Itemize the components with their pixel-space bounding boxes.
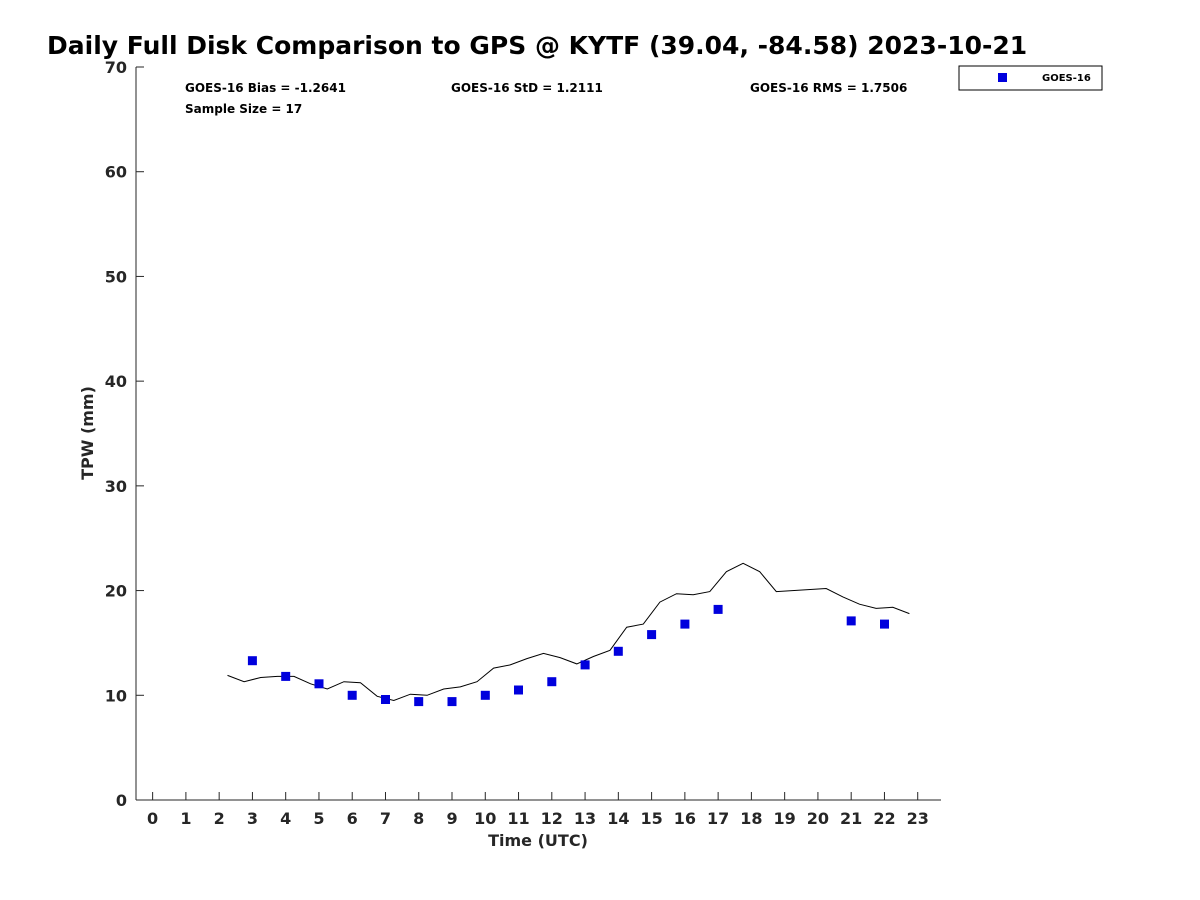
x-tick-label: 14 — [607, 809, 629, 828]
goes16-point — [281, 671, 291, 681]
x-tick-label: 17 — [707, 809, 729, 828]
x-tick-label: 19 — [774, 809, 796, 828]
goes16-point — [680, 619, 690, 629]
legend: GOES-16 — [958, 65, 1103, 91]
goes16-point — [447, 697, 457, 707]
goes16-point — [381, 695, 390, 704]
x-tick-label: 18 — [740, 809, 762, 828]
goes16-point — [480, 690, 490, 700]
gps-line-series — [227, 562, 910, 702]
x-axis-label: Time (UTC) — [488, 831, 588, 850]
x-tick-label: 10 — [474, 809, 496, 828]
x-tick-label: 12 — [541, 809, 563, 828]
y-axis-label: TPW (mm) — [78, 386, 97, 480]
std-stat: GOES-16 StD = 1.2111 — [451, 81, 603, 95]
goes16-point — [414, 697, 424, 707]
legend-box — [958, 65, 1103, 91]
goes16-point — [514, 685, 523, 695]
goes16-point — [347, 690, 357, 700]
y-tick-label: 20 — [105, 582, 127, 601]
chart-title: Daily Full Disk Comparison to GPS @ KYTF… — [47, 31, 1027, 60]
goes16-point — [880, 619, 889, 629]
rms-stat: GOES-16 RMS = 1.7506 — [750, 81, 907, 95]
y-tick-label: 30 — [105, 477, 127, 496]
x-tick-label: 9 — [446, 809, 457, 828]
sample-size-stat: Sample Size = 17 — [185, 102, 302, 116]
goes16-points — [247, 604, 889, 707]
y-tick-label: 50 — [105, 267, 127, 286]
x-tick-label: 3 — [247, 809, 258, 828]
x-tick-label: 23 — [907, 809, 929, 828]
x-tick-label: 16 — [674, 809, 696, 828]
y-tick-label: 60 — [105, 163, 127, 182]
bias-stat: GOES-16 Bias = -1.2641 — [185, 81, 346, 95]
x-tick-label: 6 — [347, 809, 358, 828]
x-tick-label: 20 — [807, 809, 829, 828]
legend-swatch — [998, 73, 1007, 82]
y-tick-label: 70 — [105, 58, 127, 77]
goes16-point — [247, 656, 257, 666]
x-tick-label: 15 — [640, 809, 662, 828]
y-tick-label: 40 — [105, 372, 127, 391]
x-tick-label: 1 — [180, 809, 191, 828]
goes16-point — [647, 630, 657, 640]
y-tick-label: 0 — [116, 791, 127, 810]
goes16-point — [613, 646, 623, 656]
x-tick-label: 5 — [313, 809, 324, 828]
goes16-point — [713, 604, 723, 614]
x-tick-label: 22 — [873, 809, 895, 828]
x-tick-label: 13 — [574, 809, 596, 828]
goes16-point — [580, 660, 590, 670]
x-tick-label: 4 — [280, 809, 291, 828]
goes16-point — [547, 677, 557, 687]
x-tick-label: 7 — [380, 809, 391, 828]
goes16-point — [314, 679, 324, 689]
x-tick-label: 8 — [413, 809, 424, 828]
goes16-point — [846, 616, 856, 626]
x-tick-label: 11 — [507, 809, 529, 828]
x-tick-label: 0 — [147, 809, 158, 828]
gps-line — [227, 562, 910, 702]
x-tick-label: 2 — [214, 809, 225, 828]
legend-label: GOES-16 — [1042, 73, 1091, 84]
y-tick-label: 10 — [105, 686, 127, 705]
x-tick-label: 21 — [840, 809, 862, 828]
